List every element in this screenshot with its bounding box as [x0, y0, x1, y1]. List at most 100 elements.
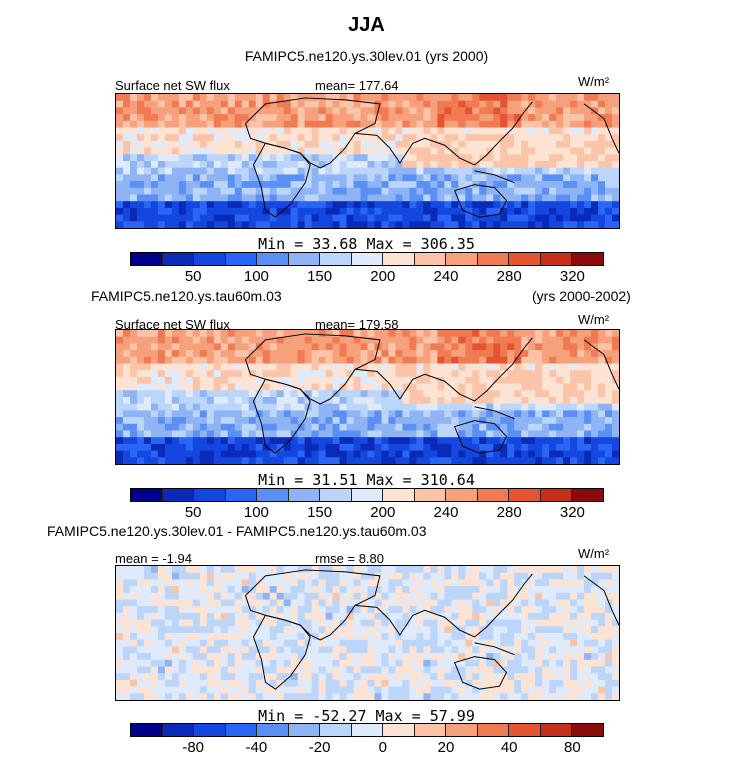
map-cell — [332, 450, 341, 458]
map-cell — [521, 423, 529, 431]
map-cell — [213, 167, 222, 175]
map-cell — [444, 626, 452, 634]
map-cell — [206, 423, 215, 431]
map-cell — [507, 457, 515, 464]
map-cell — [549, 443, 557, 452]
map-cell — [248, 666, 257, 674]
map-cell — [402, 383, 410, 391]
map-cell — [318, 443, 327, 452]
map-cell — [241, 443, 250, 452]
map-cell — [605, 167, 613, 175]
map-cell — [304, 586, 313, 594]
map-cell — [430, 612, 438, 621]
map-cell — [213, 626, 222, 634]
map-cell — [437, 592, 445, 600]
map-cell — [325, 100, 334, 108]
map-cell — [563, 586, 571, 594]
map-cell — [507, 653, 515, 661]
map-cell — [185, 639, 194, 647]
map-cell — [206, 686, 215, 694]
map-cell — [458, 120, 466, 128]
map-cell — [521, 194, 529, 202]
map-cell — [479, 679, 487, 688]
map-cell — [143, 430, 152, 438]
map-cell — [360, 599, 368, 607]
map-cell — [360, 330, 368, 338]
map-cell — [171, 606, 180, 614]
map-cell — [157, 214, 166, 222]
map-cell — [479, 666, 487, 674]
map-cell — [339, 120, 348, 128]
map-cell — [479, 221, 487, 228]
map-cell — [276, 659, 285, 667]
map-cell — [591, 686, 599, 694]
map-cell — [395, 147, 403, 155]
map-cell — [549, 114, 557, 122]
map-cell — [444, 140, 452, 149]
map-cell — [360, 566, 368, 574]
map-cell — [283, 457, 292, 464]
map-cell — [178, 572, 187, 580]
map-cell — [290, 214, 299, 222]
map-cell — [171, 633, 180, 641]
map-cell — [556, 187, 564, 195]
map-cell — [241, 599, 250, 607]
map-cell — [402, 403, 410, 411]
map-cell — [206, 343, 215, 351]
map-cell — [479, 430, 487, 438]
map-cell — [500, 397, 508, 405]
map-cell — [388, 599, 396, 607]
map-cell — [283, 417, 292, 425]
map-cell — [549, 174, 557, 182]
map-cell — [360, 410, 368, 418]
map-cell — [437, 619, 445, 627]
map-cell — [150, 120, 159, 128]
colorbar-tick-label: 150 — [307, 504, 333, 521]
map-cell — [213, 579, 222, 587]
map-cell — [416, 673, 424, 681]
map-cell — [500, 336, 508, 344]
map-cell — [360, 167, 368, 175]
map-cell — [304, 417, 313, 425]
map-cell — [374, 430, 382, 438]
map-cell — [472, 174, 480, 182]
map-cell — [521, 161, 529, 169]
map-cell — [402, 100, 410, 108]
map-cell — [143, 410, 152, 418]
map-cell — [129, 417, 138, 425]
map-cell — [360, 417, 368, 425]
map-cell — [339, 443, 348, 452]
map-cell — [248, 403, 257, 411]
map-cell — [388, 134, 396, 142]
map-cell — [116, 579, 124, 587]
map-cell — [605, 673, 613, 681]
map-cell — [535, 201, 543, 209]
map-cell — [122, 214, 131, 222]
map-cell — [318, 626, 327, 634]
map-cell — [213, 120, 222, 128]
map-cell — [227, 181, 236, 189]
map-cell — [472, 457, 480, 464]
map-cell — [297, 167, 306, 175]
map-cell — [332, 167, 341, 175]
map-cell — [577, 120, 585, 128]
map-cell — [430, 350, 438, 358]
map-cell — [304, 120, 313, 128]
map-cell — [360, 679, 368, 688]
map-cell — [493, 653, 501, 661]
map-cell — [136, 653, 145, 661]
map-cell — [269, 579, 278, 587]
map-cell — [374, 646, 382, 654]
map-cell — [514, 100, 522, 108]
map-cell — [353, 633, 362, 641]
map-cell — [514, 653, 522, 661]
map-cell — [465, 383, 473, 391]
map-cell — [549, 147, 557, 155]
map-cell — [465, 572, 473, 580]
map-cell — [325, 626, 334, 634]
map-cell — [542, 679, 550, 688]
map-cell — [206, 147, 215, 155]
map-cell — [346, 330, 355, 338]
map-cell — [486, 403, 494, 411]
map-cell — [423, 693, 431, 700]
